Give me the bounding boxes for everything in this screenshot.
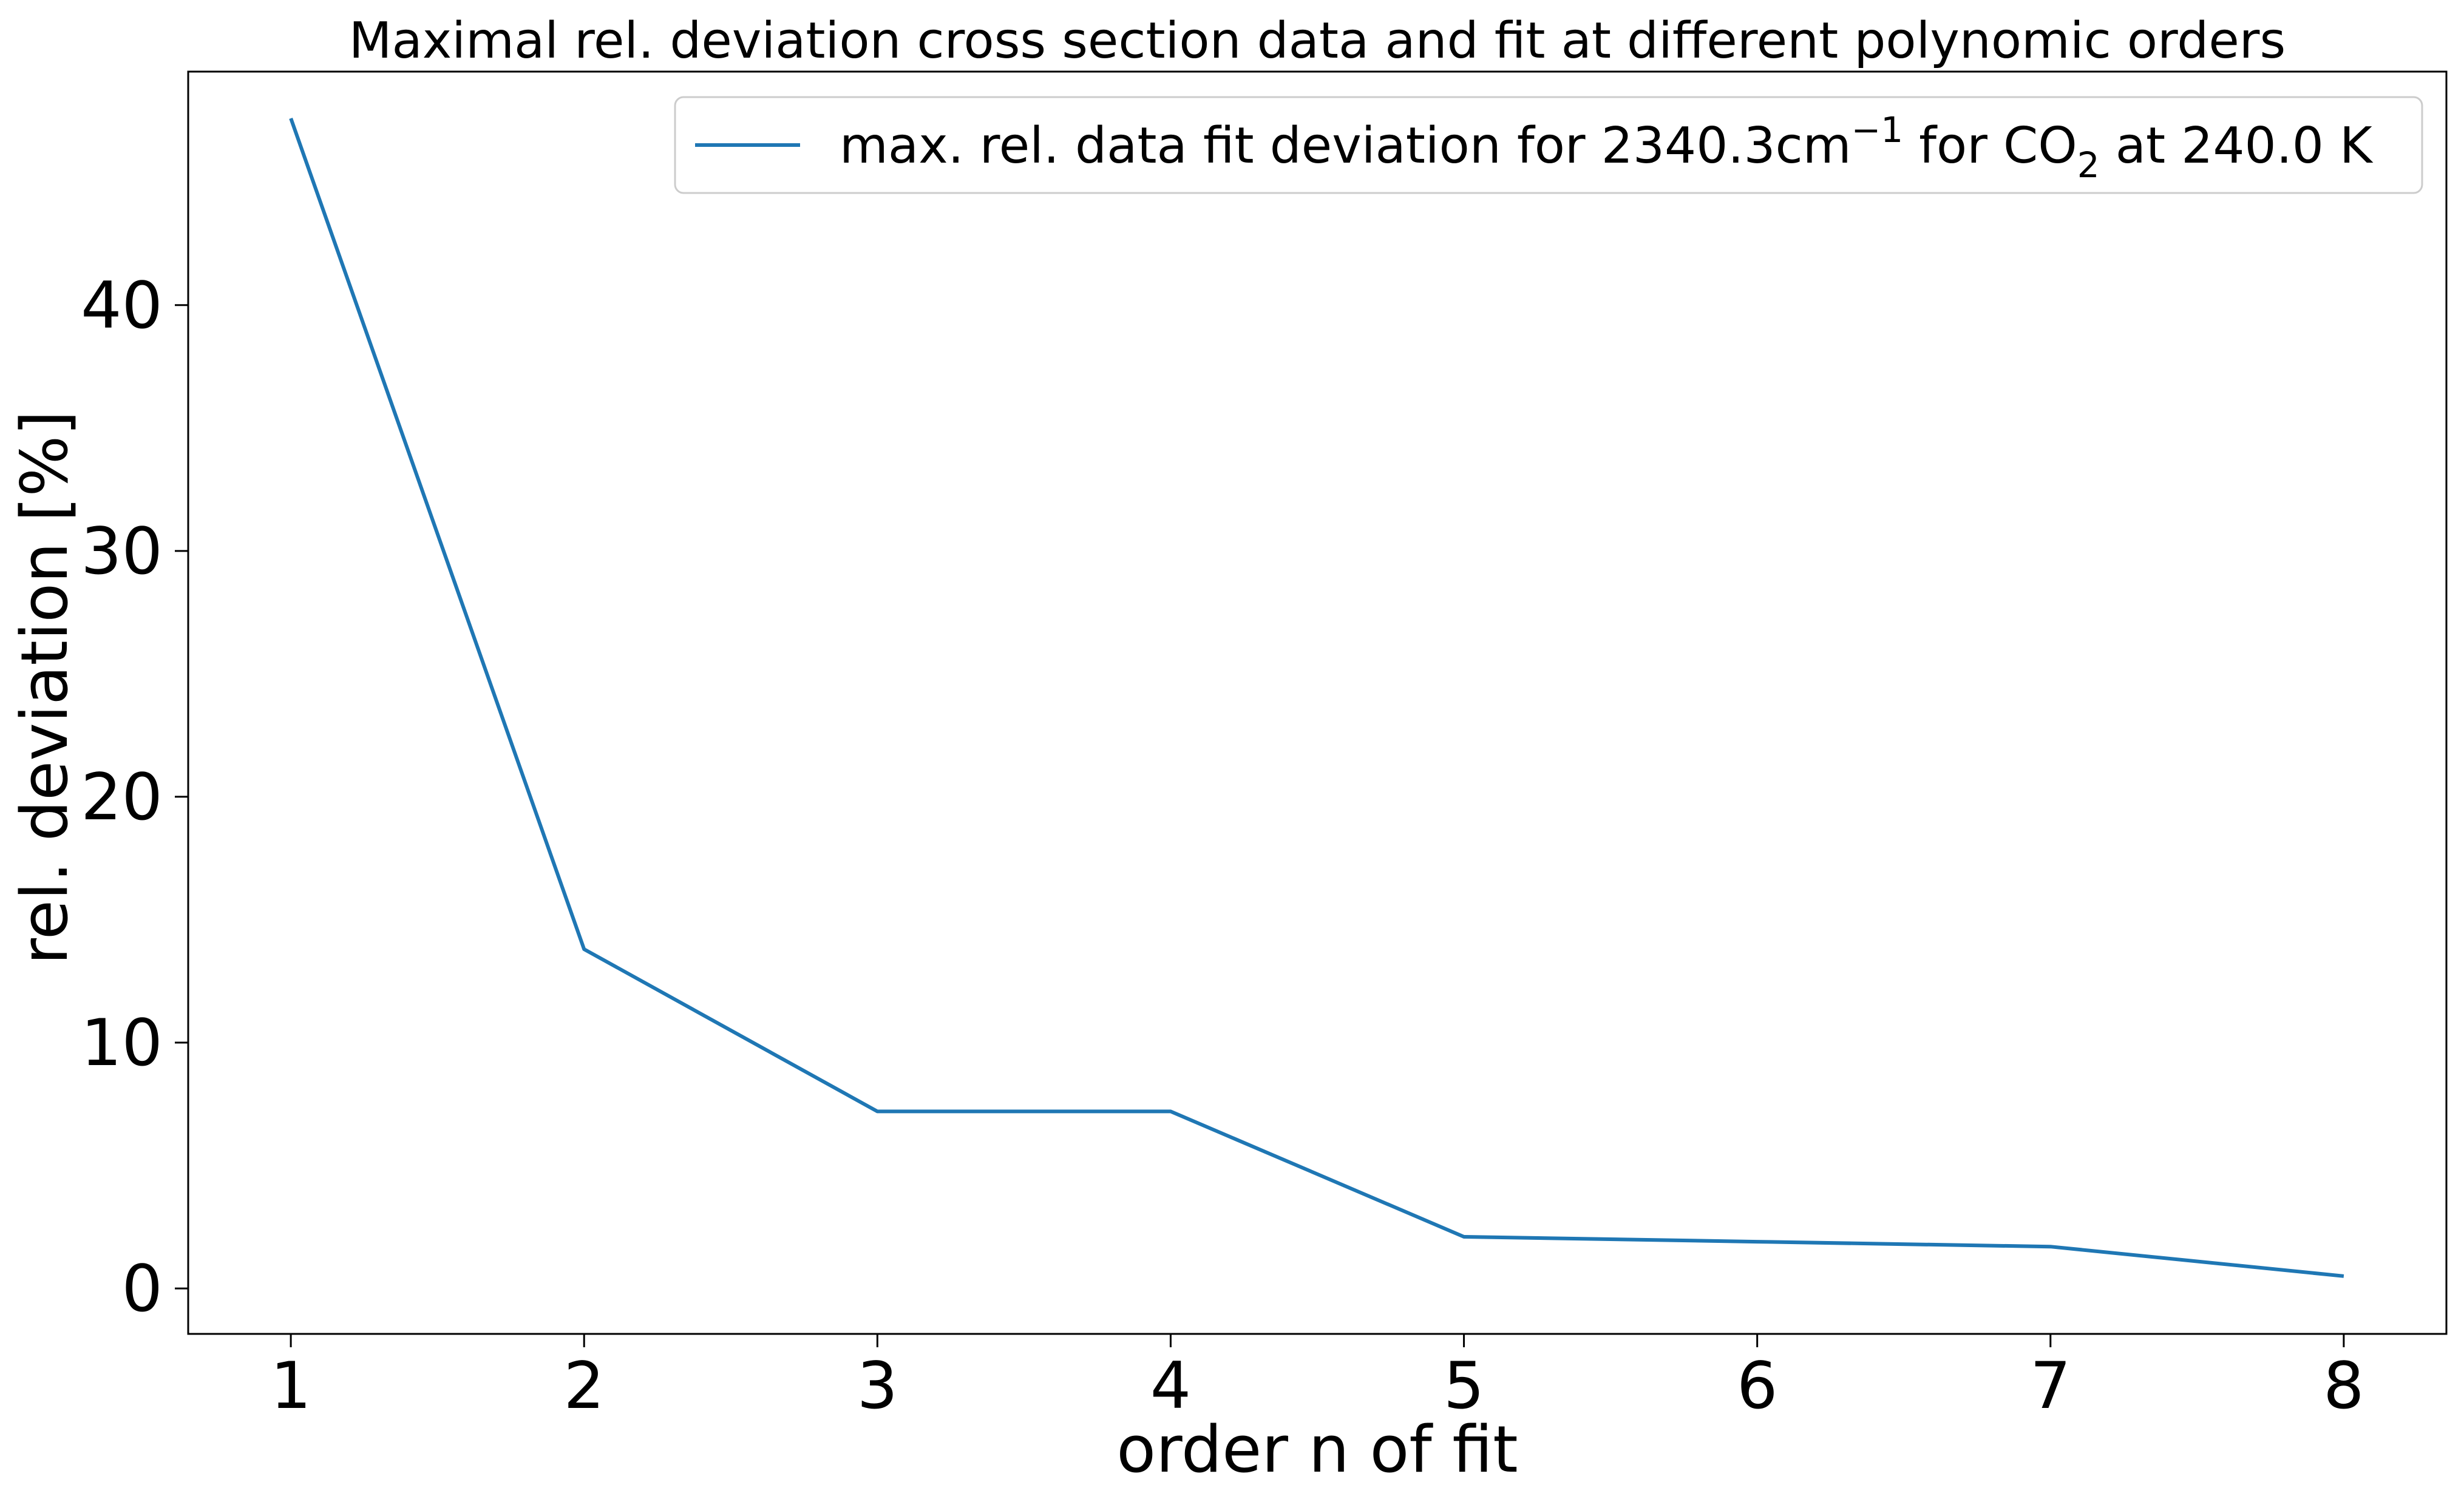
x-tick-label: 4 [1150,1348,1191,1423]
y-axis-label: rel. deviation [%] [7,410,82,964]
plot-frame [187,70,2448,1335]
x-tick-label: 1 [270,1348,311,1423]
legend-box [674,96,2423,194]
x-tick-label: 5 [1444,1348,1484,1423]
y-tick-label: 20 [81,760,163,834]
x-axis: 1 2 3 4 5 6 7 8 [270,1334,2364,1423]
y-axis: 0 10 20 30 40 [81,268,188,1326]
y-tick-label: 40 [81,268,163,343]
x-tick-label: 3 [857,1348,898,1423]
y-tick-label: 10 [81,1006,163,1080]
x-axis-label: order n of fit [1116,1412,1518,1487]
plot-area: 1 2 3 4 5 6 7 8 0 10 20 30 40 [81,70,2448,1423]
x-tick-label: 2 [563,1348,604,1423]
x-tick-label: 6 [1737,1348,1777,1423]
legend-entry: max. rel. data fit deviation for 2340.3c… [840,109,2374,186]
series-line [289,118,2344,1278]
y-tick-label: 0 [122,1251,163,1326]
x-tick-label: 7 [2030,1348,2071,1423]
y-tick-label: 30 [81,514,163,589]
legend: max. rel. data fit deviation for 2340.3c… [674,96,2423,194]
x-tick-label: 8 [2323,1348,2364,1423]
chart-title: Maximal rel. deviation cross section dat… [349,12,2286,70]
